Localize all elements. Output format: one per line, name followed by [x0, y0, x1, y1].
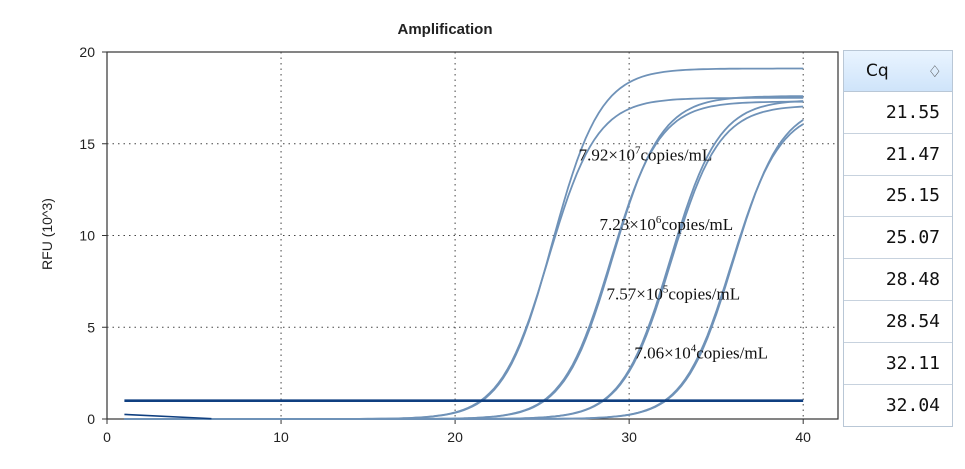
y-tick-label: 20: [79, 44, 95, 60]
axis-ticks: 0 10 20 30 40 0 5 10 15 20: [79, 44, 811, 445]
y-tick-label: 0: [87, 411, 95, 427]
cq-value: 32.11: [885, 352, 940, 374]
chart-title: Amplification: [397, 21, 492, 38]
concentration-base: 7.23×10: [600, 215, 656, 234]
cq-row[interactable]: 28.48: [844, 259, 952, 301]
plot-area: [106, 51, 839, 420]
cq-value: 28.48: [885, 269, 940, 291]
amplification-curves: [124, 67, 804, 420]
y-axis-label: RFU (10^3): [39, 198, 55, 270]
cq-row[interactable]: 25.07: [844, 217, 952, 260]
cq-row[interactable]: 25.15: [844, 176, 952, 218]
cq-row[interactable]: 32.11: [844, 343, 952, 385]
y-tick-label: 5: [87, 319, 95, 335]
amplification-curve-8: [124, 123, 804, 420]
concentration-label: 7.23×106copies/mL: [600, 214, 734, 234]
cq-value: 25.15: [885, 185, 940, 207]
baseline-start: [124, 413, 212, 420]
cq-row[interactable]: 32.04: [844, 385, 952, 427]
sort-diamond-icon[interactable]: ♢: [927, 61, 942, 81]
concentration-label: 7.92×107copies/mL: [579, 144, 713, 164]
cq-row[interactable]: 28.54: [844, 301, 952, 343]
concentration-exponent: 5: [663, 284, 669, 296]
y-tick-label: 15: [79, 136, 95, 152]
cq-row[interactable]: 21.55: [844, 92, 952, 134]
concentration-unit: copies/mL: [668, 285, 740, 304]
cq-value: 28.54: [885, 310, 940, 332]
concentration-unit: copies/mL: [641, 145, 713, 164]
cq-value: 25.07: [885, 227, 940, 249]
cq-table: Cq ♢ 21.55 21.47 25.15 25.07 28.48 28.54…: [843, 50, 953, 428]
amplification-chart: Amplification RFU (10^3) 0 10 20 30 40 0 5 10 15…: [39, 21, 839, 445]
x-tick-label: 10: [273, 429, 289, 445]
concentration-exponent: 6: [656, 214, 662, 226]
y-tick-label: 10: [79, 228, 95, 244]
cq-value: 32.04: [885, 394, 940, 416]
concentration-labels: 7.92×107copies/mL7.23×106copies/mL7.57×1…: [579, 144, 768, 362]
x-tick-label: 30: [621, 429, 637, 445]
concentration-unit: copies/mL: [661, 215, 733, 234]
concentration-label: 7.06×104copies/mL: [634, 342, 768, 362]
grid-lines: [107, 52, 838, 419]
cq-row[interactable]: 21.47: [844, 134, 952, 176]
concentration-label: 7.57×105copies/mL: [607, 284, 741, 304]
concentration-base: 7.92×10: [579, 145, 635, 164]
x-tick-label: 0: [103, 429, 111, 445]
concentration-unit: copies/mL: [696, 343, 768, 362]
x-tick-label: 40: [795, 429, 811, 445]
concentration-base: 7.06×10: [634, 343, 690, 362]
concentration-base: 7.57×10: [607, 285, 663, 304]
cq-header-label: Cq: [866, 61, 889, 81]
x-tick-label: 20: [447, 429, 463, 445]
cq-value: 21.47: [885, 143, 940, 165]
concentration-exponent: 7: [635, 144, 641, 156]
concentration-exponent: 4: [691, 342, 697, 354]
cq-value: 21.55: [885, 101, 940, 123]
cq-column-header[interactable]: Cq ♢: [844, 51, 952, 92]
